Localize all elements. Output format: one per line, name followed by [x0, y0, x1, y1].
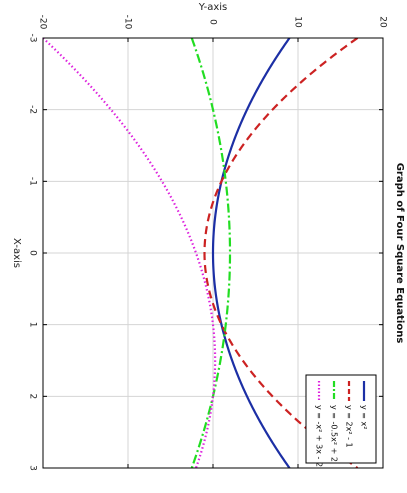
y-tick-label: 0 — [208, 19, 218, 25]
legend-label: y = -0.5x² + 2 — [330, 405, 339, 462]
x-tick-label: 1 — [28, 322, 38, 328]
y-tick-label: 20 — [378, 16, 388, 28]
y-tick-label: 10 — [293, 16, 303, 28]
series-lines — [43, 38, 359, 468]
x-axis-label: X-axis — [11, 238, 22, 268]
y-tick-label: -10 — [123, 15, 133, 30]
series-line-0 — [211, 38, 291, 468]
legend: y = x² y = 2x² - 1 y = -0.5x² + 2 y = -x² +… — [305, 374, 377, 467]
series-line-2 — [190, 38, 232, 468]
x-tick-label: 0 — [28, 250, 38, 256]
x-tick-label: -3 — [28, 34, 38, 43]
y-tick-label: -20 — [38, 15, 48, 30]
legend-label: y = -x² + 3x - 2 — [315, 405, 324, 467]
chart-title: Graph of Four Square Equations — [394, 163, 405, 344]
x-tick-label: -1 — [28, 177, 38, 186]
x-tick-label: -2 — [28, 105, 38, 114]
y-axis-label: Y-axis — [198, 2, 228, 13]
series-line-1 — [203, 38, 359, 468]
legend-label: y = x² — [360, 405, 369, 429]
legend-label: y = 2x² - 1 — [345, 405, 354, 448]
x-tick-label: 3 — [28, 465, 38, 471]
x-tick-label: 2 — [28, 393, 38, 399]
